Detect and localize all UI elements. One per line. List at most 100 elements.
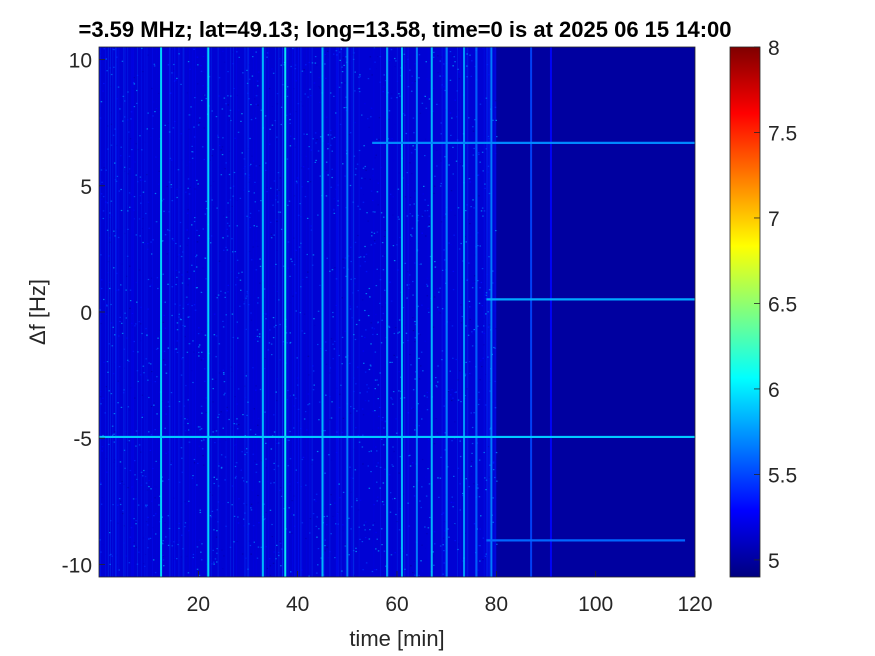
colorbar-ticks: 87.576.565.55: [754, 37, 797, 573]
noise-speck: [277, 551, 280, 554]
noise-speck: [162, 554, 164, 556]
noise-speck: [128, 168, 131, 170]
noise-speck: [109, 241, 111, 243]
noise-speck: [305, 484, 307, 486]
noise-speck: [324, 545, 326, 547]
noise-speck: [353, 52, 355, 54]
noise-speck: [109, 530, 111, 532]
noise-speck: [382, 416, 384, 419]
noise-speck: [220, 149, 222, 151]
noise-speck: [359, 256, 362, 258]
noise-speck: [451, 117, 453, 119]
noise-speck: [487, 171, 489, 173]
noise-speck: [167, 347, 170, 349]
noise-speck: [141, 332, 143, 335]
noise-speck: [168, 407, 171, 409]
noise-speck: [408, 525, 410, 527]
noise-speck: [301, 186, 303, 188]
noise-speck: [259, 388, 262, 391]
noise-speck: [119, 503, 122, 506]
noise-speck: [118, 111, 121, 113]
noise-speck: [318, 401, 321, 403]
noise-speck: [414, 323, 417, 326]
noise-speck: [266, 567, 269, 569]
noise-speck: [449, 79, 452, 81]
noise-speck: [454, 61, 456, 63]
noise-speck: [372, 524, 374, 526]
noise-speck: [351, 506, 353, 508]
noise-speck: [200, 405, 203, 407]
noise-speck: [247, 92, 249, 94]
noise-speck: [319, 101, 321, 103]
noise-speck: [243, 525, 245, 527]
noise-speck: [213, 476, 215, 478]
noise-speck: [337, 523, 339, 525]
noise-speck: [300, 216, 302, 218]
noise-speck: [344, 257, 347, 259]
plot-area: [98, 46, 696, 578]
noise-speck: [109, 212, 111, 214]
noise-speck: [267, 559, 269, 561]
noise-speck: [371, 327, 374, 329]
noise-speck: [171, 238, 174, 240]
noise-speck: [197, 333, 200, 335]
noise-speck: [403, 397, 406, 399]
noise-speck: [310, 149, 313, 151]
noise-speck: [344, 82, 346, 84]
noise-speck: [307, 181, 309, 183]
noise-speck: [440, 456, 442, 458]
noise-speck: [236, 428, 239, 430]
noise-speck: [270, 448, 273, 450]
noise-speck: [411, 227, 414, 229]
noise-speck: [180, 447, 183, 449]
noise-speck: [365, 562, 368, 564]
noise-speck: [441, 134, 443, 136]
noise-speck: [439, 312, 441, 314]
noise-speck: [169, 92, 172, 94]
noise-speck: [441, 359, 443, 361]
noise-speck: [436, 288, 439, 290]
noise-speck: [187, 303, 189, 306]
noise-speck: [244, 166, 246, 168]
noise-speck: [364, 103, 366, 105]
noise-speck: [358, 76, 360, 78]
noise-speck: [482, 559, 484, 561]
noise-speck: [354, 122, 356, 124]
noise-speck: [332, 316, 334, 318]
noise-speck: [350, 246, 352, 248]
noise-speck: [192, 475, 194, 477]
noise-speck: [485, 489, 487, 491]
noise-speck: [141, 416, 143, 418]
noise-speck: [473, 523, 476, 525]
noise-speck: [457, 399, 460, 401]
noise-speck: [186, 524, 188, 526]
noise-speck: [433, 296, 436, 298]
noise-speck: [154, 429, 156, 431]
noise-speck: [105, 458, 108, 460]
noise-speck: [233, 87, 235, 90]
noise-speck: [371, 74, 373, 76]
noise-speck: [361, 299, 364, 301]
noise-speck: [450, 134, 452, 136]
noise-speck: [119, 461, 122, 463]
noise-speck: [364, 400, 367, 402]
noise-speck: [248, 174, 250, 176]
noise-speck: [136, 478, 138, 480]
noise-speck: [149, 285, 151, 287]
noise-speck: [228, 418, 230, 421]
noise-speck: [234, 396, 236, 398]
noise-speck: [255, 269, 258, 271]
noise-speck: [417, 214, 419, 216]
noise-speck: [187, 187, 189, 189]
noise-speck: [408, 455, 410, 457]
noise-speck: [356, 163, 359, 165]
noise-speck: [410, 234, 412, 236]
noise-speck: [434, 261, 436, 263]
noise-speck: [303, 332, 306, 334]
noise-speck: [470, 465, 472, 467]
noise-speck: [147, 308, 149, 310]
x-tick-label: 40: [286, 593, 309, 616]
noise-speck: [278, 299, 280, 301]
noise-speck: [421, 102, 424, 104]
noise-speck: [473, 285, 476, 287]
